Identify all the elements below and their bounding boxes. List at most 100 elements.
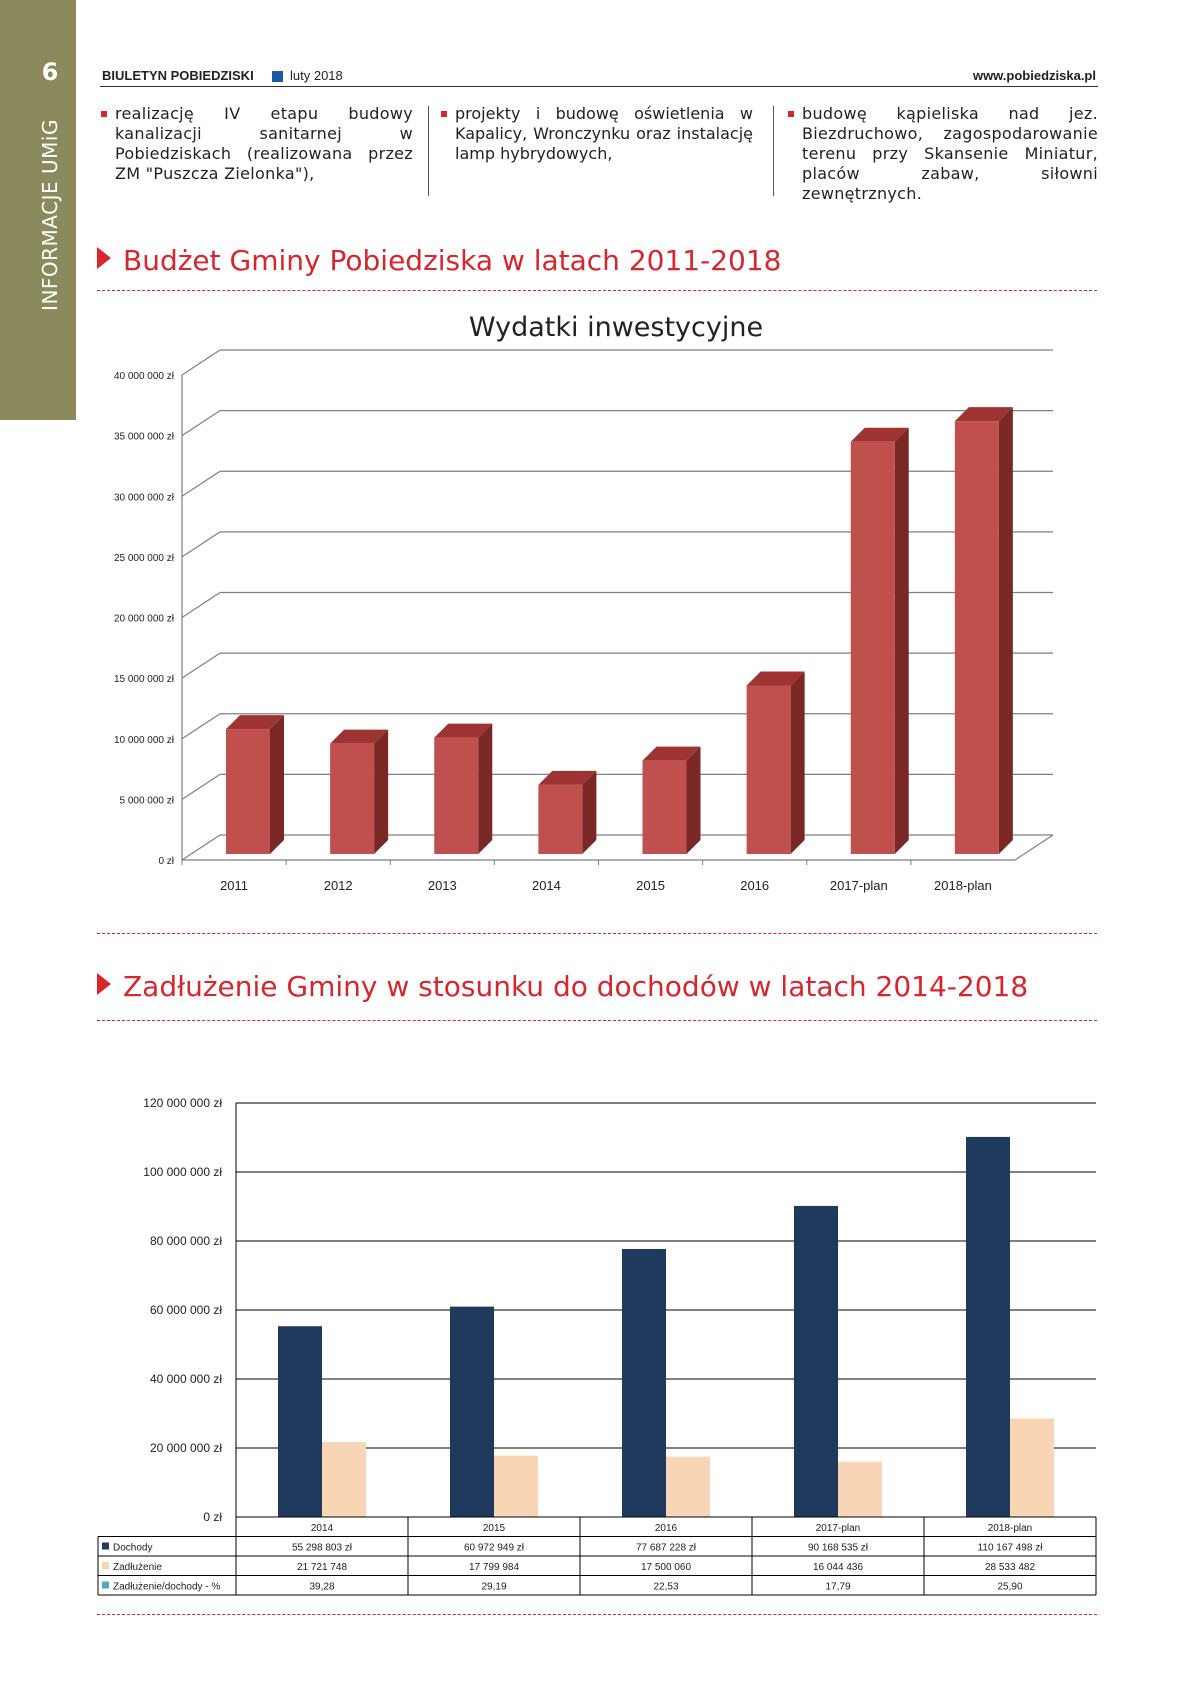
gridline-diagonal (181, 470, 221, 497)
bar (838, 1461, 882, 1517)
bar (226, 729, 270, 854)
bar (1010, 1418, 1054, 1517)
y-tick-label: 0 zł (158, 856, 174, 867)
bar-side (686, 746, 701, 854)
website-link[interactable]: www.pobiedziska.pl (972, 68, 1096, 83)
bar (494, 1455, 538, 1517)
issue-date: luty 2018 (290, 68, 343, 83)
bar (746, 685, 791, 854)
gridline-diagonal (181, 410, 221, 437)
bar-top (330, 729, 389, 744)
triangle-arrow-icon (97, 973, 111, 995)
table-cell: 21 721 748 (297, 1562, 347, 1573)
bullet-item: realizację IV etapu budowy kanalizacji s… (101, 104, 413, 184)
gridline-diagonal (181, 531, 221, 558)
y-tick-label: 30 000 000 zł (114, 492, 175, 503)
column-divider (773, 106, 774, 196)
bar-side (582, 770, 597, 854)
y-tick-label: 120 000 000 zł (143, 1096, 222, 1110)
series-name: Zadłużenie/dochody - % (113, 1582, 220, 1593)
series-name: Dochody (113, 1543, 152, 1554)
bar-top (642, 746, 701, 761)
y-tick-label: 0 zł (203, 1510, 222, 1524)
bar (642, 760, 687, 854)
y-tick-label: 35 000 000 zł (114, 432, 175, 443)
dashed-divider (97, 1614, 1097, 1615)
y-tick-label: 15 000 000 zł (114, 674, 175, 685)
bar-top (434, 723, 493, 738)
gridline-diagonal (181, 652, 221, 679)
header-square-icon (272, 71, 283, 82)
gridline-diagonal (181, 834, 221, 861)
bullet-item: budowę kąpieliska nad jez. Biezdruchowo,… (788, 104, 1098, 204)
gridline-diagonal (181, 713, 221, 740)
bar-top (850, 427, 909, 442)
bullet-text: projekty i budowę oświetlenia w Kapalicy… (455, 104, 753, 163)
y-tick-label: 5 000 000 zł (120, 795, 175, 806)
table-cell: 25,90 (997, 1582, 1022, 1593)
bar (666, 1456, 710, 1517)
bar-side (998, 407, 1013, 854)
dashed-divider (97, 290, 1097, 291)
floor-edge (1014, 834, 1054, 861)
series-name: Zadłużenie (113, 1562, 162, 1573)
gridline-diagonal (181, 349, 221, 376)
publication-name: BIULETYN POBIEDZISKI (102, 68, 254, 83)
table-cell: 29,19 (481, 1582, 506, 1593)
bullet-item: projekty i budowę oświetlenia w Kapalicy… (441, 104, 753, 164)
table-cell: 77 687 228 zł (636, 1543, 697, 1554)
bullet-icon (788, 111, 794, 117)
section-heading: Budżet Gminy Pobiedziska w latach 2011-2… (97, 244, 781, 277)
bar-top (746, 671, 805, 686)
dashed-divider (97, 1020, 1097, 1021)
bar (794, 1205, 838, 1517)
section-title: Budżet Gminy Pobiedziska w latach 2011-2… (123, 244, 782, 277)
table-cell: 16 044 436 (813, 1562, 863, 1573)
dashed-divider (97, 933, 1097, 934)
bar-side (478, 723, 493, 854)
bar-side (270, 715, 284, 854)
bar-side (790, 671, 805, 854)
bar-top (954, 407, 1013, 422)
bar (450, 1306, 494, 1517)
bar (434, 737, 479, 854)
table-header-cell: 2016 (655, 1523, 678, 1534)
section-heading: Zadłużenie Gminy w stosunku do dochodów … (97, 970, 1028, 1003)
bar-side (374, 729, 389, 854)
table-cell: 22,53 (653, 1582, 678, 1593)
table-header-cell: 2018-plan (988, 1523, 1032, 1534)
x-tick-label: 2012 (324, 878, 353, 893)
debt-chart: 0 zł 20 000 000 zł 40 000 000 zł 60 000 000… (97, 1096, 1097, 1596)
bar (622, 1248, 666, 1517)
column-divider (428, 106, 429, 196)
x-tick-label: 2017-plan (830, 878, 888, 893)
page-number: 6 (41, 58, 59, 86)
x-tick-label: 2018-plan (934, 878, 992, 893)
table-cell: 39,28 (309, 1582, 334, 1593)
y-tick-label: 25 000 000 zł (114, 553, 175, 564)
bar-side (894, 427, 909, 854)
section-title: Zadłużenie Gminy w stosunku do dochodów … (123, 970, 1029, 1003)
bullet-icon (441, 111, 447, 117)
bar (330, 743, 375, 854)
bullet-text: budowę kąpieliska nad jez. Biezdruchowo,… (802, 104, 1098, 203)
y-tick-label: 20 000 000 zł (114, 614, 175, 625)
bar-top (226, 715, 284, 730)
y-tick-label: 80 000 000 zł (150, 1234, 222, 1248)
bar (278, 1326, 322, 1517)
chart-title: Wydatki inwestycyjne (469, 312, 763, 343)
table-cell: 55 298 803 zł (292, 1543, 353, 1554)
table-cell: 17 799 984 (469, 1562, 519, 1573)
y-tick-label: 40 000 000 zł (114, 371, 175, 382)
table-cell: 28 533 482 (985, 1562, 1035, 1573)
y-tick-label: 20 000 000 zł (150, 1441, 222, 1455)
y-tick-label: 10 000 000 zł (114, 735, 175, 746)
section-label: INFORMACJE UMiG (38, 119, 62, 311)
bar-top (538, 770, 597, 785)
table-cell: 17 500 060 (641, 1562, 691, 1573)
x-tick-label: 2011 (220, 878, 248, 893)
bar (322, 1442, 366, 1517)
table-header-cell: 2017-plan (816, 1523, 860, 1534)
gridline-diagonal (181, 773, 221, 800)
bar (966, 1136, 1010, 1517)
